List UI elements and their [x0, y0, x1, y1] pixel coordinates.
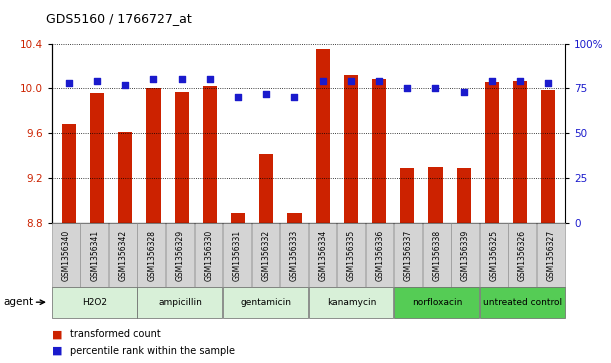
Bar [428, 167, 442, 363]
Text: GSM1356338: GSM1356338 [433, 229, 441, 281]
Text: GSM1356337: GSM1356337 [404, 229, 413, 281]
Bar [400, 168, 414, 363]
Point [318, 78, 327, 84]
Bar [344, 75, 358, 363]
Text: GSM1356325: GSM1356325 [489, 229, 499, 281]
Bar [62, 125, 76, 363]
Point [233, 95, 243, 101]
Point [290, 95, 299, 101]
Text: GDS5160 / 1766727_at: GDS5160 / 1766727_at [46, 12, 192, 25]
Point [262, 91, 271, 97]
Bar [485, 82, 499, 363]
Point [374, 78, 384, 84]
Text: GSM1356327: GSM1356327 [546, 229, 555, 281]
Text: GSM1356340: GSM1356340 [62, 229, 71, 281]
Text: GSM1356342: GSM1356342 [119, 229, 128, 281]
Text: GSM1356335: GSM1356335 [347, 229, 356, 281]
Point [205, 77, 214, 82]
Bar [231, 213, 245, 363]
Bar [316, 49, 330, 363]
Bar [175, 92, 189, 363]
Bar [513, 81, 527, 363]
Bar [259, 154, 273, 363]
Text: H2O2: H2O2 [82, 298, 107, 307]
Text: GSM1356336: GSM1356336 [375, 229, 384, 281]
Text: percentile rank within the sample: percentile rank within the sample [70, 346, 235, 356]
Text: ampicillin: ampicillin [158, 298, 202, 307]
Bar [541, 90, 555, 363]
Text: ■: ■ [52, 329, 62, 339]
Point [92, 78, 102, 84]
Bar [456, 168, 470, 363]
Text: norfloxacin: norfloxacin [412, 298, 462, 307]
Text: GSM1356329: GSM1356329 [176, 229, 185, 281]
Text: gentamicin: gentamicin [240, 298, 291, 307]
Text: kanamycin: kanamycin [327, 298, 376, 307]
Text: GSM1356328: GSM1356328 [147, 229, 156, 281]
Text: GSM1356332: GSM1356332 [262, 229, 270, 281]
Bar [118, 132, 133, 363]
Point [64, 80, 74, 86]
Text: GSM1356331: GSM1356331 [233, 229, 242, 281]
Point [346, 78, 356, 84]
Bar [90, 93, 104, 363]
Text: ■: ■ [52, 346, 62, 356]
Point [403, 86, 412, 91]
Text: GSM1356333: GSM1356333 [290, 229, 299, 281]
Point [459, 89, 469, 95]
Text: agent: agent [3, 297, 33, 307]
Text: untreated control: untreated control [483, 298, 562, 307]
Text: transformed count: transformed count [70, 329, 161, 339]
Text: GSM1356341: GSM1356341 [90, 229, 99, 281]
Point [120, 82, 130, 88]
Point [515, 78, 525, 84]
Point [431, 86, 441, 91]
Bar [372, 79, 386, 363]
Point [177, 77, 186, 82]
Bar [287, 213, 301, 363]
Text: GSM1356339: GSM1356339 [461, 229, 470, 281]
Text: GSM1356330: GSM1356330 [204, 229, 213, 281]
Text: GSM1356334: GSM1356334 [318, 229, 327, 281]
Text: GSM1356326: GSM1356326 [518, 229, 527, 281]
Point [148, 77, 158, 82]
Bar [147, 89, 161, 363]
Point [487, 78, 497, 84]
Point [543, 80, 553, 86]
Bar [203, 86, 217, 363]
